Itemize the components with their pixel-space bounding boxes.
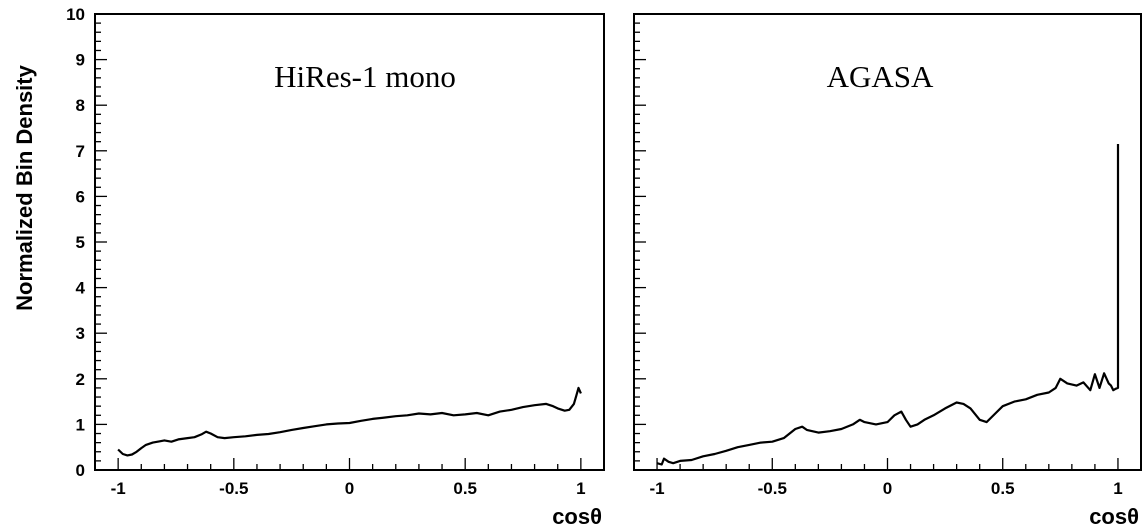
agasa-x-tick-label: 0.5: [991, 479, 1015, 498]
y-tick-label: 6: [76, 187, 85, 206]
y-tick-label: 5: [76, 233, 85, 252]
panel-hires: 0 1 2 3 4 5 6 7 8 9 10 -1 -0.5 0 0.5 1 cosθ HiRes-1 mono: [66, 5, 605, 529]
agasa-panel-title: AGASA: [827, 59, 934, 94]
y-tick-label: 2: [76, 370, 85, 389]
hires-series-line: [117, 386, 582, 457]
hires-x-tick-label: 1: [576, 479, 585, 498]
y-tick-label: 7: [76, 142, 85, 161]
agasa-x-tick-label: 1: [1113, 479, 1122, 498]
hires-x-tick-label: -0.5: [219, 479, 248, 498]
hires-x-tick-label: 0: [345, 479, 354, 498]
agasa-x-tick-label: -0.5: [758, 479, 787, 498]
hires-panel-title: HiRes-1 mono: [274, 59, 456, 94]
y-tick-label: 3: [76, 324, 85, 343]
hires-x-axis-label: cosθ: [552, 504, 602, 529]
agasa-series-line: [656, 144, 1120, 466]
panel-agasa: -1 -0.5 0 0.5 1 cosθ AGASA: [633, 13, 1142, 529]
hires-x-tick-label: -1: [111, 479, 126, 498]
y-tick-label: 8: [76, 96, 85, 115]
agasa-x-tick-label: -1: [649, 479, 664, 498]
y-tick-label: 10: [66, 5, 85, 24]
agasa-x-axis-label: cosθ: [1089, 504, 1139, 529]
y-tick-label: 9: [76, 51, 85, 70]
agasa-x-tick-label: 0: [883, 479, 892, 498]
y-axis-label: Normalized Bin Density: [12, 64, 37, 310]
y-tick-label: 1: [76, 415, 85, 434]
hires-x-tick-label: 0.5: [453, 479, 477, 498]
y-tick-label: 0: [76, 461, 85, 480]
y-tick-label: 4: [76, 279, 86, 298]
